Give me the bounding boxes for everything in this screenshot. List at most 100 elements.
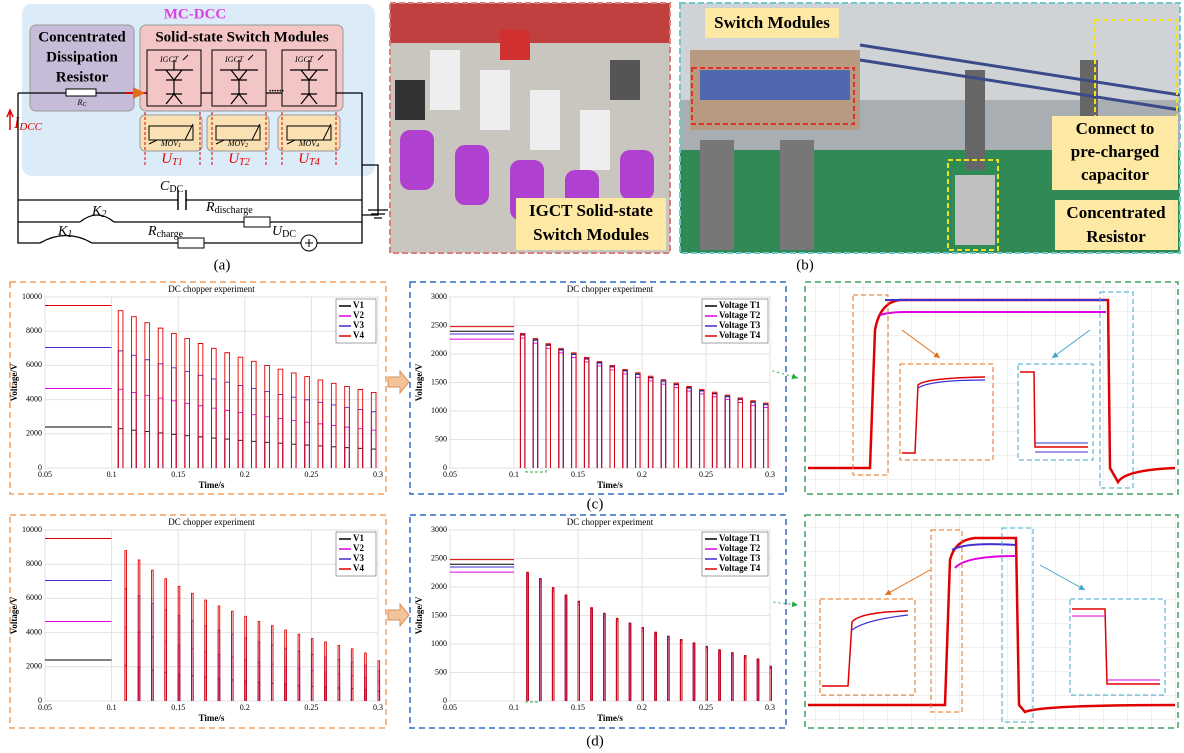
- legend-label: V2: [353, 543, 364, 553]
- k2-sub: 2: [101, 209, 106, 220]
- y-tick-label: 8000: [26, 326, 42, 335]
- igct-label: Switch Modules: [533, 225, 649, 244]
- x-axis-label: Time/s: [597, 480, 623, 490]
- cdc-sub: DC: [169, 184, 183, 195]
- mov-label: MOV1: [160, 139, 181, 150]
- ut-sub: T2: [239, 157, 250, 168]
- y-tick-label: 4000: [26, 394, 42, 403]
- rch-sub: charge: [157, 229, 184, 240]
- legend-label: V2: [353, 310, 364, 320]
- legend-label: V1: [353, 533, 364, 543]
- y-tick-label: 8000: [26, 559, 42, 568]
- y-tick-label: 3000: [431, 525, 447, 534]
- igct-label: IGCT Solid-state: [529, 201, 653, 220]
- rdis-sub: discharge: [215, 205, 254, 216]
- mov-label: MOV2: [227, 139, 248, 150]
- x-tick-label: 0.25: [304, 470, 318, 479]
- y-tick-label: 2000: [431, 349, 447, 358]
- x-tick-label: 0.2: [240, 703, 250, 712]
- caption: (d): [586, 733, 604, 749]
- legend-label: Voltage T4: [719, 563, 761, 573]
- pulse: [770, 666, 772, 701]
- x-tick-label: 0.1: [509, 703, 519, 712]
- figure: MC-DCC Concentrated Dissipation Resistor…: [0, 0, 1184, 753]
- x-tick-label: 0.25: [304, 703, 318, 712]
- plot-area: [45, 530, 378, 701]
- x-tick-label: 0.15: [171, 470, 185, 479]
- y-tick-label: 2000: [26, 429, 42, 438]
- x-tick-label: 0.3: [765, 470, 775, 479]
- switch-modules-label: Switch Modules: [714, 13, 830, 32]
- x-tick-label: 0.25: [699, 703, 713, 712]
- mov-sub: 4: [316, 142, 319, 149]
- caption: (a): [214, 257, 231, 273]
- chart-title: DC chopper experiment: [567, 517, 654, 527]
- y-tick-label: 1500: [431, 610, 447, 619]
- rch-label: Rcharge: [147, 224, 184, 240]
- resistor-label: Resistor: [1086, 227, 1146, 246]
- y-axis-label: Voltage/V: [9, 363, 19, 401]
- mov-label: MOV4: [298, 139, 319, 150]
- y-tick-label: 4000: [26, 627, 42, 636]
- chart-title: DC chopper experiment: [168, 517, 255, 527]
- rch-main: R: [147, 224, 157, 239]
- legend-label: Voltage T2: [719, 310, 761, 320]
- y-axis-label: Voltage/V: [9, 596, 19, 634]
- y-tick-label: 1500: [431, 377, 447, 386]
- x-tick-label: 0.3: [373, 703, 383, 712]
- y-tick-label: 2500: [431, 553, 447, 562]
- y-tick-label: 6000: [26, 360, 42, 369]
- x-tick-label: 0.05: [38, 470, 52, 479]
- y-tick-label: 1000: [431, 406, 447, 415]
- legend-label: V3: [353, 553, 364, 563]
- x-axis-label: Time/s: [597, 713, 623, 723]
- legend-label: V4: [353, 330, 364, 340]
- mc-dcc-label: MC-DCC: [164, 6, 226, 22]
- udc-label: UDC: [272, 224, 296, 240]
- zoom-panel: [805, 282, 1178, 494]
- y-tick-label: 10000: [22, 525, 42, 534]
- x-tick-label: 0.15: [571, 703, 585, 712]
- mov-main: MOV: [227, 139, 246, 148]
- cdc-label: CDC: [160, 179, 184, 195]
- caption: (c): [587, 496, 604, 512]
- x-tick-label: 0.15: [571, 470, 585, 479]
- mov-main: MOV: [160, 139, 179, 148]
- k2-main: K: [91, 204, 102, 219]
- panel-a: MC-DCC Concentrated Dissipation Resistor…: [7, 4, 388, 251]
- x-axis-label: Time/s: [199, 480, 225, 490]
- x-tick-label: 0.05: [38, 703, 52, 712]
- k1-label: K1: [57, 224, 72, 240]
- resistor-title: Concentrated: [38, 29, 126, 45]
- igct-label: IGCT: [224, 55, 244, 64]
- legend-label: Voltage T1: [719, 300, 761, 310]
- y-tick-label: 500: [435, 667, 447, 676]
- resistor-symbol: [66, 89, 96, 96]
- ut-sub: T1: [172, 157, 183, 168]
- x-tick-label: 0.15: [171, 703, 185, 712]
- x-tick-label: 0.3: [373, 470, 383, 479]
- idcc-arrow: [7, 110, 13, 130]
- connect-label: Connect to: [1076, 119, 1155, 138]
- y-tick-label: 2500: [431, 320, 447, 329]
- switch-title: Solid-state Switch Modules: [155, 29, 329, 45]
- mov-sub: 1: [178, 143, 181, 149]
- x-tick-label: 0.05: [443, 703, 457, 712]
- caption: (b): [796, 257, 814, 273]
- chart-title: DC chopper experiment: [567, 284, 654, 294]
- x-tick-label: 0.3: [765, 703, 775, 712]
- rdis-label: Rdischarge: [205, 200, 253, 216]
- igct-label: IGCT: [159, 55, 179, 64]
- connect-label: capacitor: [1081, 165, 1149, 184]
- rdis-main: R: [205, 200, 215, 215]
- y-tick-label: 10000: [22, 292, 42, 301]
- legend-label: Voltage T2: [719, 543, 761, 553]
- mov-sub: 2: [245, 143, 248, 149]
- y-tick-label: 2000: [26, 662, 42, 671]
- k2-label: K2: [91, 204, 106, 220]
- x-tick-label: 0.05: [443, 470, 457, 479]
- x-tick-label: 0.25: [699, 470, 713, 479]
- y-axis-label: Voltage/V: [414, 596, 424, 634]
- k1-main: K: [57, 224, 68, 239]
- connect-label: pre-charged: [1071, 142, 1160, 161]
